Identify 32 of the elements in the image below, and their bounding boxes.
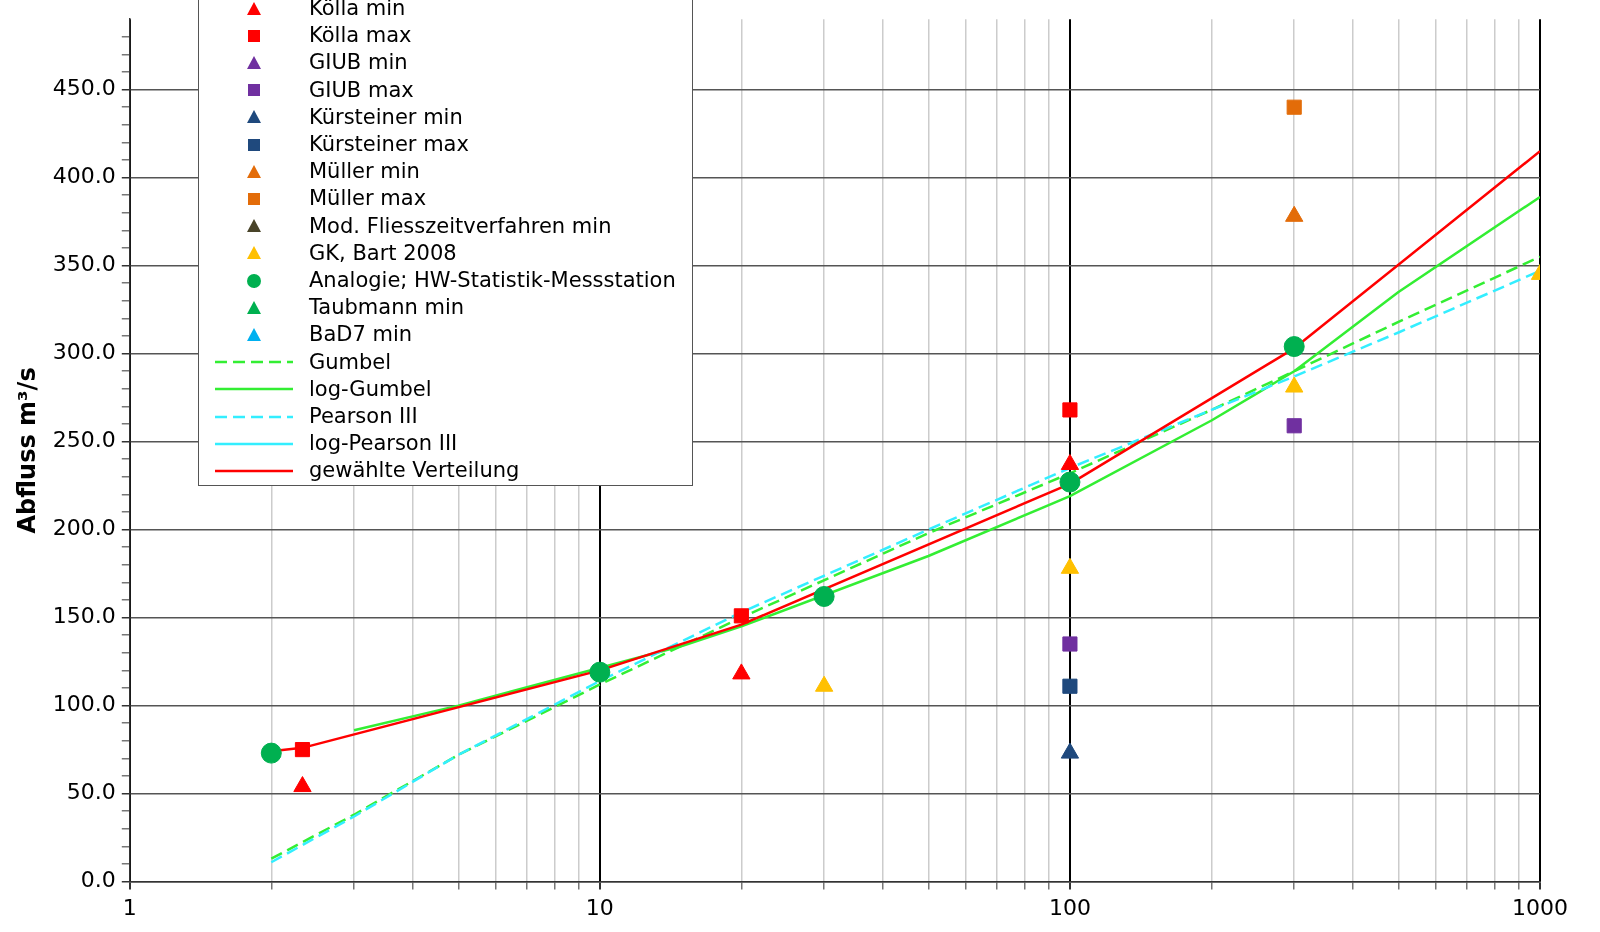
y-tick-label: 150.0	[52, 603, 116, 629]
y-tick-label: 100.0	[52, 691, 116, 717]
legend-label: log-Pearson III	[309, 430, 458, 458]
y-tick-label: 0.0	[80, 867, 116, 893]
legend-label: Müller min	[309, 158, 420, 186]
legend-label: GK, Bart 2008	[309, 239, 457, 267]
legend-label: GIUB max	[309, 76, 414, 104]
x-tick-label: 1000	[1512, 894, 1568, 920]
legend-label: Pearson III	[309, 403, 418, 431]
x-tick-label: 100	[1048, 894, 1091, 920]
legend-label: Kürsteiner min	[309, 103, 463, 131]
y-axis-title: Abfluss m³/s	[12, 367, 41, 534]
legend-label: Kürsteiner max	[309, 131, 469, 158]
legend-label: BaD7 min	[309, 321, 413, 349]
legend-label: Müller max	[309, 185, 427, 213]
legend-label: Analogie; HW-Statistik-Messstation	[309, 267, 676, 295]
legend-label: Mod. Fliesszeitverfahren min	[309, 212, 612, 240]
y-tick-label: 300.0	[52, 339, 116, 365]
legend-label: Gumbel	[309, 348, 392, 376]
y-tick-label: 450.0	[52, 75, 116, 101]
y-tick-label: 400.0	[52, 163, 116, 189]
y-tick-label: 200.0	[52, 515, 116, 541]
x-tick-label: 10	[585, 894, 614, 920]
legend-label: Kölla max	[309, 22, 412, 50]
legend-label: gewählte Verteilung	[309, 457, 520, 485]
x-tick-label: 1	[122, 894, 137, 920]
y-tick-label: 50.0	[66, 779, 116, 805]
y-tick-label: 250.0	[52, 427, 116, 453]
legend-label: log-Gumbel	[309, 375, 432, 403]
legend-label: GIUB min	[309, 49, 408, 77]
legend-label: Taubmann min	[309, 294, 465, 322]
y-tick-label: 350.0	[52, 251, 116, 277]
